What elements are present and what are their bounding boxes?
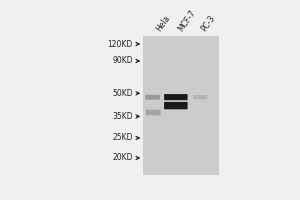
Text: 50KD: 50KD [112,89,133,98]
FancyBboxPatch shape [193,95,207,99]
Text: 35KD: 35KD [112,112,133,121]
Bar [143,36,219,175]
FancyBboxPatch shape [164,94,188,100]
FancyBboxPatch shape [145,95,160,100]
FancyBboxPatch shape [146,110,161,115]
Text: 90KD: 90KD [112,56,133,65]
Text: PC-3: PC-3 [199,14,217,33]
Text: 20KD: 20KD [112,153,133,162]
Text: 25KD: 25KD [112,133,133,142]
FancyBboxPatch shape [164,102,188,109]
Text: 120KD: 120KD [108,40,133,49]
Text: Hela: Hela [155,14,172,33]
Text: MCF-7: MCF-7 [177,9,198,33]
